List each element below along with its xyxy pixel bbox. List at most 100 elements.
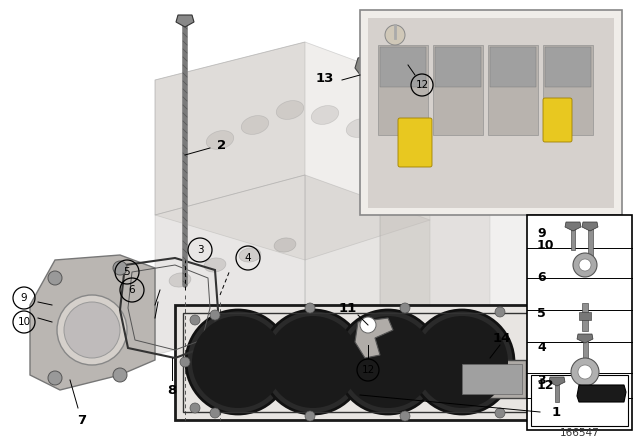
Text: 12: 12 — [415, 80, 429, 90]
Circle shape — [210, 310, 220, 320]
Bar — [378, 45, 428, 135]
Text: 1: 1 — [552, 405, 561, 418]
Text: 9: 9 — [537, 227, 546, 240]
Text: 5: 5 — [537, 306, 546, 319]
Bar — [488, 45, 538, 135]
Circle shape — [305, 411, 315, 421]
Circle shape — [186, 310, 290, 414]
Text: 7: 7 — [77, 414, 86, 426]
Bar — [175, 305, 560, 420]
Circle shape — [416, 316, 508, 408]
Text: 10: 10 — [537, 238, 554, 251]
Bar — [490, 47, 536, 87]
Circle shape — [400, 411, 410, 421]
Circle shape — [495, 408, 505, 418]
Circle shape — [192, 316, 284, 408]
Polygon shape — [355, 318, 393, 358]
Text: 6: 6 — [537, 271, 546, 284]
Text: 4: 4 — [244, 253, 252, 263]
Polygon shape — [355, 42, 430, 115]
Polygon shape — [380, 178, 490, 342]
Circle shape — [573, 253, 597, 277]
Text: 6: 6 — [129, 285, 135, 295]
Ellipse shape — [311, 106, 339, 125]
Ellipse shape — [169, 273, 191, 287]
Circle shape — [495, 307, 505, 317]
Circle shape — [113, 261, 127, 275]
Circle shape — [535, 313, 545, 323]
Ellipse shape — [346, 119, 374, 138]
Circle shape — [48, 371, 62, 385]
Circle shape — [305, 303, 315, 313]
Text: 8: 8 — [168, 383, 177, 396]
Polygon shape — [155, 42, 305, 215]
FancyBboxPatch shape — [543, 98, 572, 142]
Circle shape — [360, 317, 376, 333]
Bar — [571, 225, 575, 250]
Text: 9: 9 — [20, 293, 28, 303]
Text: 4: 4 — [537, 340, 546, 353]
Circle shape — [535, 403, 545, 413]
Text: 166547: 166547 — [560, 428, 600, 438]
Text: 3: 3 — [196, 245, 204, 255]
Bar — [458, 360, 526, 398]
Bar — [462, 364, 522, 394]
Text: 12: 12 — [362, 365, 374, 375]
Circle shape — [64, 302, 120, 358]
Polygon shape — [577, 334, 593, 343]
Ellipse shape — [206, 130, 234, 150]
Circle shape — [180, 357, 190, 367]
Bar — [545, 47, 591, 87]
Ellipse shape — [274, 238, 296, 252]
Polygon shape — [565, 222, 581, 231]
Polygon shape — [549, 377, 565, 386]
Polygon shape — [305, 175, 430, 360]
Text: 11: 11 — [339, 302, 357, 314]
Ellipse shape — [204, 258, 226, 272]
Circle shape — [393, 41, 417, 65]
Circle shape — [398, 46, 412, 60]
Polygon shape — [30, 255, 155, 390]
Polygon shape — [582, 222, 598, 231]
Bar — [433, 45, 483, 135]
Bar — [582, 303, 588, 331]
Circle shape — [385, 25, 405, 45]
Circle shape — [579, 259, 591, 271]
Circle shape — [113, 368, 127, 382]
Circle shape — [578, 365, 592, 379]
Polygon shape — [155, 42, 430, 260]
Polygon shape — [380, 178, 605, 380]
Text: 12: 12 — [537, 379, 554, 392]
Bar — [531, 375, 628, 426]
Circle shape — [410, 310, 514, 414]
Bar — [435, 47, 481, 87]
Circle shape — [571, 358, 599, 386]
Bar — [527, 215, 632, 430]
Text: 13: 13 — [316, 72, 334, 85]
Ellipse shape — [241, 116, 269, 134]
Circle shape — [210, 408, 220, 418]
Text: 2: 2 — [218, 138, 227, 151]
Polygon shape — [176, 15, 194, 27]
Bar — [588, 225, 593, 260]
Circle shape — [190, 315, 200, 325]
Bar — [579, 312, 591, 320]
Ellipse shape — [239, 248, 261, 262]
Circle shape — [57, 295, 127, 365]
Circle shape — [190, 403, 200, 413]
Bar — [360, 10, 622, 215]
Circle shape — [261, 310, 365, 414]
Circle shape — [336, 310, 440, 414]
Bar — [183, 313, 552, 412]
Circle shape — [267, 316, 359, 408]
Polygon shape — [577, 385, 626, 402]
Ellipse shape — [276, 101, 304, 120]
Bar — [368, 18, 614, 208]
Circle shape — [400, 303, 410, 313]
Text: 10: 10 — [17, 317, 31, 327]
Bar — [543, 45, 593, 135]
Polygon shape — [155, 175, 305, 355]
Polygon shape — [490, 315, 605, 395]
Ellipse shape — [381, 138, 409, 157]
Text: 5: 5 — [124, 267, 131, 277]
